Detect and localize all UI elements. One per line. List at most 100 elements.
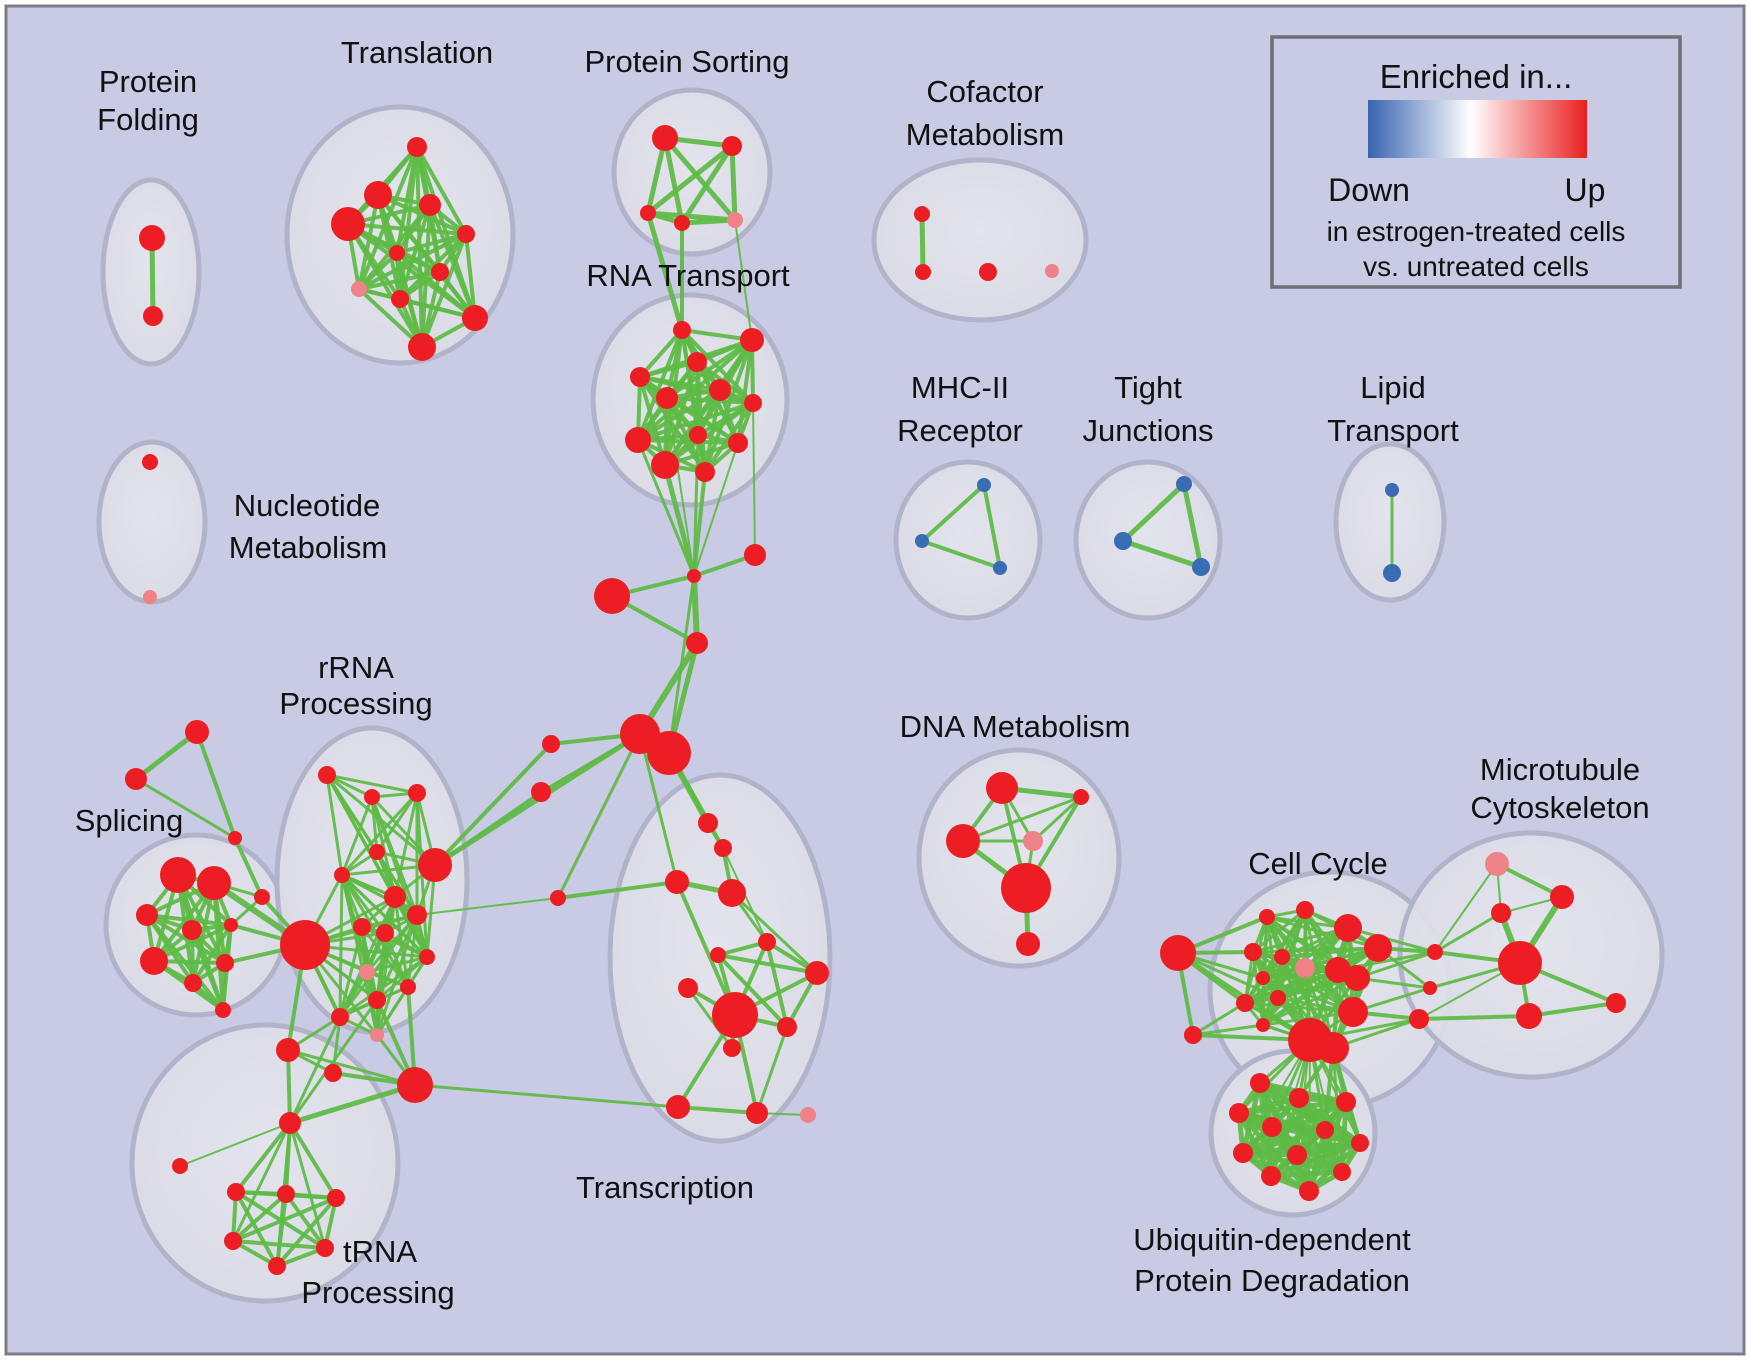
node-rr16 <box>331 1008 349 1026</box>
edge-rr3-rr5 <box>340 791 419 877</box>
edge-tn1-rr13 <box>288 998 379 1125</box>
edge-cm1-cm2 <box>919 211 926 275</box>
legend-caption-line1: in estrogen-treated cells <box>1327 216 1626 247</box>
edge-sp5-sp7 <box>191 923 233 985</box>
node-mh3 <box>993 561 1007 575</box>
edge-tc4-tc7 <box>730 891 819 975</box>
node-t3 <box>419 194 441 216</box>
edge-rt10-cn1 <box>693 442 739 577</box>
node-tn7 <box>316 1239 334 1257</box>
node-rr14 <box>400 979 416 995</box>
node-sp8 <box>216 954 234 972</box>
node-t10 <box>462 305 488 331</box>
node-tc0 <box>550 890 566 906</box>
node-cm1 <box>914 206 930 222</box>
edge-rt11-cn1 <box>662 462 697 579</box>
node-st1 <box>185 720 209 744</box>
edge-rr2-rr5 <box>340 795 374 877</box>
legend-title: Enriched in... <box>1380 58 1573 95</box>
node-dm2 <box>1073 789 1089 805</box>
lipid-transport-label-1: Transport <box>1327 413 1459 448</box>
node-dm4 <box>1023 831 1043 851</box>
node-tc7 <box>805 961 829 985</box>
node-cc14 <box>1236 994 1254 1012</box>
edge-rr3-rr7 <box>393 791 419 899</box>
edge-rr1-rr5 <box>325 773 344 877</box>
node-sp1 <box>160 857 196 893</box>
node-ub3 <box>1336 1092 1356 1112</box>
edge-tn1-tn5 <box>288 1121 338 1200</box>
node-ps1 <box>652 125 678 151</box>
edge-cc12-cc18 <box>1261 976 1355 1014</box>
node-mt3 <box>1491 903 1511 923</box>
node-cn3 <box>594 578 630 614</box>
node-cc11 <box>1344 965 1370 991</box>
node-ps4 <box>674 215 690 231</box>
dna-metabolism-label-0: DNA Metabolism <box>900 709 1131 744</box>
edge-tc5-tc10 <box>765 940 789 1029</box>
lipid-transport-ellipse-0 <box>1333 441 1447 603</box>
node-rr1 <box>318 766 336 784</box>
ubiquitin-degradation-label-0: Ubiquitin-dependent <box>1133 1222 1411 1257</box>
node-tc14 <box>800 1107 816 1123</box>
cell-cycle-label-0: Cell Cycle <box>1248 846 1388 881</box>
legend-down-label: Down <box>1328 172 1410 208</box>
edge-ps2-ps5 <box>729 143 738 223</box>
edge-tn4-tn6 <box>231 1192 288 1243</box>
edge-cc17-ub10 <box>1331 1046 1344 1174</box>
edge-ps1-ps4 <box>662 135 685 226</box>
node-rt8 <box>689 426 707 444</box>
edge-cc5-cc6 <box>1251 926 1350 954</box>
node-tn4 <box>277 1185 295 1203</box>
node-ub2 <box>1289 1088 1309 1108</box>
node-rr7 <box>384 886 406 908</box>
edge-tn5-tn6 <box>231 1196 338 1243</box>
edge-rr15-rr16 <box>338 955 429 1019</box>
protein-folding-label-1: Folding <box>97 102 199 137</box>
edge-rt7-rt11 <box>663 401 755 467</box>
node-cc6 <box>1244 943 1262 961</box>
edge-t3-t10 <box>428 203 477 320</box>
node-tc3 <box>665 870 689 894</box>
edge-rt1-rt4 <box>638 328 684 379</box>
node-rr9 <box>376 924 394 942</box>
edge-tc6-tc10 <box>716 953 789 1029</box>
edge-rr3-rr4 <box>375 791 419 854</box>
edge-pf1-pf2 <box>149 235 156 319</box>
edge-rt7-rt12 <box>703 401 755 474</box>
node-mt4 <box>1498 941 1542 985</box>
node-rt3 <box>687 352 707 372</box>
lipid-transport-label-0: Lipid <box>1360 370 1426 405</box>
rna-transport-label-0: RNA Transport <box>586 258 790 293</box>
edge-cn1-cn6 <box>667 574 696 755</box>
edge-cc16-ub12 <box>1308 1039 1311 1192</box>
node-rr8 <box>353 918 371 936</box>
network-edges <box>133 135 1618 1268</box>
node-mt1 <box>1485 852 1509 876</box>
node-ub6 <box>1316 1121 1334 1139</box>
edge-ub10-ub11 <box>1268 1169 1345 1179</box>
node-cn1 <box>687 569 701 583</box>
edge-dm2-dm3 <box>961 795 1083 843</box>
node-cc20 <box>1423 981 1437 995</box>
edge-tn4-tn7 <box>284 1192 327 1250</box>
edge-tn1-rr19 <box>287 1082 418 1126</box>
node-tj2 <box>1114 532 1132 550</box>
tight-junctions-label-0: Tight <box>1114 370 1182 405</box>
edge-tc6-tc7 <box>716 953 819 975</box>
edge-rt6-rt7 <box>665 396 755 405</box>
node-mh2 <box>915 534 929 548</box>
node-t11 <box>408 333 436 361</box>
node-cn4 <box>686 632 708 654</box>
nucleotide-metabolism-label-0: Nucleotide <box>234 488 380 523</box>
edge-rr10-rr16 <box>338 913 419 1019</box>
microtubule-cytoskeleton-label-1: Cytoskeleton <box>1470 790 1649 825</box>
node-rr3 <box>408 784 426 802</box>
node-tc6 <box>710 947 726 963</box>
edge-dm2-dm4 <box>1031 795 1083 843</box>
node-sp4 <box>182 920 202 940</box>
node-ps3 <box>640 205 656 221</box>
edge-ps4-ps5 <box>679 217 738 226</box>
edge-mt5-mt6 <box>1527 1001 1618 1018</box>
cofactor-metabolism-label-1: Metabolism <box>906 117 1065 152</box>
